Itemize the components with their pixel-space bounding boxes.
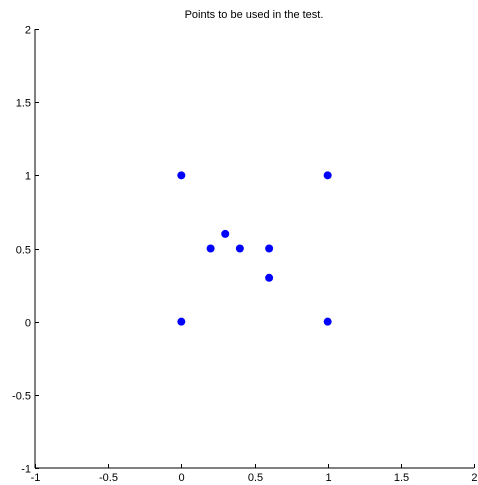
tick-labels: -1 -0.5 0 0.5 1 1.5 2 -1 -0.5 0 0.5 1 1.5 2 (12, 25, 477, 485)
data-point (265, 244, 274, 253)
y-tick-label: -0.5 (12, 391, 31, 403)
y-tick-label: -1 (21, 464, 31, 476)
y-tick-label: 0 (25, 318, 31, 330)
data-point (265, 273, 274, 282)
x-tick-label: -0.5 (99, 472, 118, 484)
data-points (177, 171, 332, 326)
x-tick-label: 1.5 (394, 472, 409, 484)
data-point (235, 244, 244, 253)
x-tick-label: 2 (471, 472, 477, 484)
data-point (323, 317, 332, 326)
x-tick-label: 1 (325, 472, 331, 484)
y-tick-label: 2 (25, 25, 31, 37)
data-point (323, 171, 332, 180)
x-tick-label: 0 (178, 472, 184, 484)
data-point (206, 244, 215, 253)
tick-marks (35, 29, 475, 469)
data-point (221, 229, 230, 238)
data-point (177, 171, 186, 180)
y-tick-label: 1 (25, 171, 31, 183)
data-point (177, 317, 186, 326)
y-tick-label: 0.5 (16, 245, 31, 257)
axes (34, 29, 474, 469)
y-tick-label: 1.5 (16, 98, 31, 110)
x-tick-label: 0.5 (248, 472, 263, 484)
x-tick-label: -1 (31, 472, 41, 484)
chart-title: Points to be used in the test. (185, 9, 324, 21)
